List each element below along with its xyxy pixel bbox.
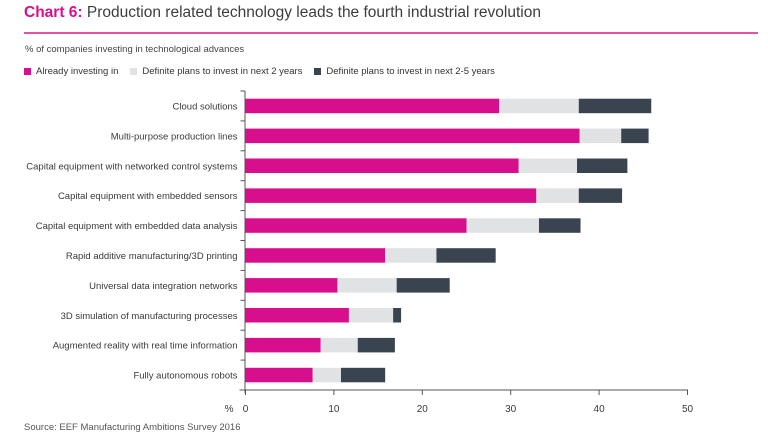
bar-fully-autonomous-robots-definite-plans-to-invest-in-next-2-5-years: [340, 367, 386, 383]
bar-capital-equipment-with-embedded-data-analysis-definite-plans-to-invest-in-next-2-5-years: [538, 218, 581, 233]
bar-capital-equipment-with-embedded-sensors-already-investing-in: [245, 188, 537, 203]
x-tick-label-40: 40: [594, 404, 606, 415]
legend-item-already: Already investing in: [24, 66, 118, 77]
x-tick-label-0: 0: [243, 404, 249, 415]
bar-capital-equipment-with-networked-control-systems-definite-plans-to-invest-in-next-2-years: [518, 158, 577, 173]
bar-cloud-solutions-definite-plans-to-invest-in-next-2-years: [499, 98, 579, 114]
bar-multi-purpose-production-lines-definite-plans-to-invest-in-next-2-5-years: [621, 128, 649, 144]
bar-rapid-additive-manufacturing-3d-printing-already-investing-in: [245, 248, 386, 263]
category-label-capital-equipment-with-embedded-data-analysis: Capital equipment with embedded data ana…: [36, 221, 238, 232]
bar-capital-equipment-with-networked-control-systems-definite-plans-to-invest-in-next-2-5-years: [577, 158, 628, 173]
bar-cloud-solutions-definite-plans-to-invest-in-next-2-5-years: [578, 98, 652, 114]
legend-label-already: Already investing in: [36, 66, 119, 77]
chart-subtitle: % of companies investing in technologica…: [25, 44, 245, 55]
category-label-universal-data-integration-networks: Universal data integration networks: [89, 281, 238, 292]
legend: Already investing in Definite plans to i…: [24, 66, 507, 77]
category-label-rapid-additive-manufacturing-3d-printing: Rapid additive manufacturing/3D printing: [66, 251, 238, 262]
x-tick-label-20: 20: [417, 404, 429, 415]
legend-label-plans-2-years: Definite plans to invest in next 2 years: [142, 66, 303, 77]
bar-universal-data-integration-networks-definite-plans-to-invest-in-next-2-5-years: [396, 278, 450, 293]
x-tick-label-10: 10: [328, 404, 340, 415]
bar-rapid-additive-manufacturing-3d-printing-definite-plans-to-invest-in-next-2-years: [385, 248, 437, 263]
bar-fully-autonomous-robots-already-investing-in: [245, 367, 313, 383]
bars-group: [245, 98, 652, 383]
chart-title: Chart 6: Production related technology l…: [24, 4, 541, 22]
bar-augmented-reality-with-real-time-information-definite-plans-to-invest-in-next-2-5-years: [357, 337, 395, 353]
bar-rapid-additive-manufacturing-3d-printing-definite-plans-to-invest-in-next-2-5-years: [436, 248, 496, 263]
category-label-augmented-reality-with-real-time-information: Augmented reality with real time informa…: [53, 341, 238, 352]
x-axis: 0 10 20 30 40 50%: [225, 389, 694, 415]
legend-swatch-plans-2-years: [130, 68, 138, 75]
bar-fully-autonomous-robots-definite-plans-to-invest-in-next-2-years: [312, 367, 341, 383]
legend-item-plans-2-years: Definite plans to invest in next 2 years: [130, 66, 302, 77]
x-tick-label-30: 30: [505, 404, 517, 415]
bar-capital-equipment-with-embedded-data-analysis-already-investing-in: [245, 218, 467, 233]
title-divider: [24, 32, 758, 34]
category-label-capital-equipment-with-networked-control-systems: Capital equipment with networked control…: [26, 161, 237, 172]
bar-universal-data-integration-networks-definite-plans-to-invest-in-next-2-years: [337, 278, 397, 293]
bar-capital-equipment-with-networked-control-systems-already-investing-in: [245, 158, 519, 173]
bar-multi-purpose-production-lines-already-investing-in: [245, 128, 580, 144]
x-tick-label-50: 50: [682, 404, 694, 415]
category-label-fully-autonomous-robots: Fully autonomous robots: [133, 371, 237, 382]
bar-multi-purpose-production-lines-definite-plans-to-invest-in-next-2-years: [579, 128, 622, 144]
chart-number: Chart 6:: [24, 4, 83, 21]
legend-swatch-already: [24, 68, 31, 75]
y-axis: Cloud solutions Multi-purpose production …: [26, 90, 246, 393]
bar-cloud-solutions-already-investing-in: [245, 98, 500, 114]
x-axis-unit-label: %: [225, 404, 234, 415]
bar-augmented-reality-with-real-time-information-definite-plans-to-invest-in-next-2-years: [320, 337, 358, 353]
category-label-cloud-solutions: Cloud solutions: [173, 101, 238, 112]
legend-label-plans-2-5-years: Definite plans to invest in next 2-5 yea…: [326, 66, 495, 77]
source-note: Source: EEF Manufacturing Ambitions Surv…: [24, 422, 241, 433]
bar-3d-simulation-of-manufacturing-processes-definite-plans-to-invest-in-next-2-years: [348, 308, 394, 323]
bar-capital-equipment-with-embedded-sensors-definite-plans-to-invest-in-next-2-years: [536, 188, 579, 203]
legend-item-plans-2-5-years: Definite plans to invest in next 2-5 yea…: [314, 66, 495, 77]
bar-augmented-reality-with-real-time-information-already-investing-in: [245, 337, 321, 353]
chart-title-text: Production related technology leads the …: [82, 4, 541, 21]
category-label-multi-purpose-production-lines: Multi-purpose production lines: [111, 131, 238, 142]
bar-3d-simulation-of-manufacturing-processes-definite-plans-to-invest-in-next-2-5-years: [393, 308, 402, 323]
bar-3d-simulation-of-manufacturing-processes-already-investing-in: [245, 308, 349, 323]
bar-capital-equipment-with-embedded-data-analysis-definite-plans-to-invest-in-next-2-years: [466, 218, 539, 233]
category-label-3d-simulation-of-manufacturing-processes: 3D simulation of manufacturing processes: [61, 311, 238, 322]
legend-swatch-plans-2-5-years: [314, 68, 322, 75]
category-label-capital-equipment-with-embedded-sensors: Capital equipment with embedded sensors: [58, 191, 238, 202]
bar-capital-equipment-with-embedded-sensors-definite-plans-to-invest-in-next-2-5-years: [578, 188, 623, 203]
bar-universal-data-integration-networks-already-investing-in: [245, 278, 338, 293]
